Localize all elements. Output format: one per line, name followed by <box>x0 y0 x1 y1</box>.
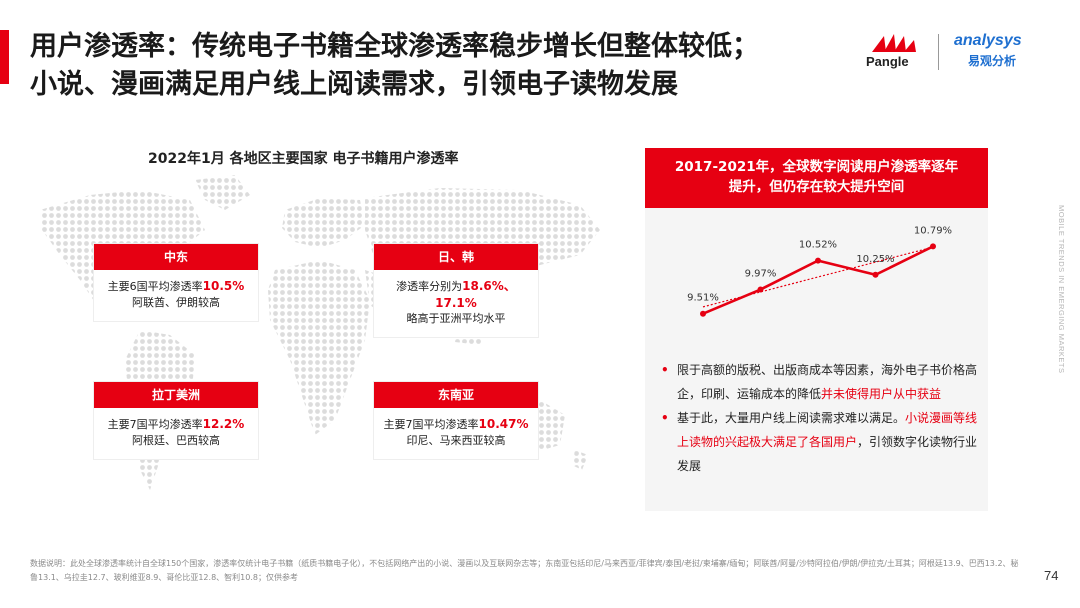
jk-line1-text: 渗透率分别为 <box>396 280 463 293</box>
region-card-southeast-asia: 东南亚 主要7国平均渗透率10.47% 印尼、马来西亚较高 <box>374 382 538 459</box>
region-card-middle-east: 中东 主要6国平均渗透率10.5% 阿联酋、伊朗较高 <box>94 244 258 321</box>
region-card-japan-korea: 日、韩 渗透率分别为18.6%、 17.1% 略高于亚洲平均水平 <box>374 244 538 337</box>
data-label: 9.51% <box>687 293 719 304</box>
side-vertical-text: MOBILE TRENDS IN EMERGING MARKETS <box>1057 205 1066 374</box>
la-rate-value: 12.2% <box>202 417 245 431</box>
right-panel-header: 2017-2021年，全球数字阅读用户渗透率逐年 提升，但仍存在较大提升空间 <box>645 148 988 208</box>
jk-rate-value-2: 17.1% <box>435 296 477 310</box>
bullet2-text: 基于此，大量用户线上阅读需求难以满足。 <box>677 411 906 425</box>
region-body-latin-america: 主要7国平均渗透率12.2% 阿根廷、巴西较高 <box>94 408 258 459</box>
region-body-japan-korea: 渗透率分别为18.6%、 17.1% 略高于亚洲平均水平 <box>374 270 538 337</box>
region-name-southeast-asia: 东南亚 <box>374 382 538 408</box>
data-label: 10.79% <box>914 225 952 236</box>
bullet-item-2: • 基于此，大量用户线上阅读需求难以满足。小说漫画等线上读物的兴起极大满足了各国… <box>661 406 981 478</box>
footnote: 数据说明：此处全球渗透率统计自全球150个国家，渗透率仅统计电子书籍（纸质书籍电… <box>30 559 1019 582</box>
me-line2-text: 阿联酋、伊朗较高 <box>132 296 220 309</box>
right-panel-header-line2: 提升，但仍存在较大提升空间 <box>728 179 905 195</box>
bullet-dot-icon: • <box>661 363 669 377</box>
data-label: 10.25% <box>856 254 894 265</box>
bullet-list: • 限于高额的版税、出版商成本等因素，海外电子书价格高企，印刷、运输成本的降低并… <box>661 358 981 478</box>
right-panel-header-line1: 2017-2021年，全球数字阅读用户渗透率逐年 <box>674 159 959 175</box>
sea-rate-value: 10.47% <box>478 417 529 431</box>
region-name-japan-korea: 日、韩 <box>374 244 538 270</box>
title-line-2: 小说、漫画满足用户线上阅读需求，引领电子读物发展 <box>30 69 678 100</box>
region-name-middle-east: 中东 <box>94 244 258 270</box>
sea-line2-text: 印尼、马来西亚较高 <box>406 434 506 447</box>
sea-line1-text: 主要7国平均渗透率 <box>383 418 479 431</box>
bullet2-tail: ，引领数字化读物行业发展 <box>677 435 978 473</box>
la-line1-text: 主要7国平均渗透率 <box>107 418 203 431</box>
map-title: 2022年1月 各地区主要国家 电子书籍用户渗透率 <box>148 151 459 167</box>
data-point <box>930 243 936 250</box>
data-point <box>757 286 764 293</box>
data-point <box>815 257 821 264</box>
me-line1-text: 主要6国平均渗透率 <box>107 280 203 293</box>
region-body-middle-east: 主要6国平均渗透率10.5% 阿联酋、伊朗较高 <box>94 270 258 321</box>
la-line2-text: 阿根廷、巴西较高 <box>132 434 220 447</box>
analysys-logo-text: analysys <box>954 32 1022 49</box>
world-map <box>40 175 600 490</box>
region-body-southeast-asia: 主要7国平均渗透率10.47% 印尼、马来西亚较高 <box>374 408 538 459</box>
title-line-1: 用户渗透率：传统电子书籍全球渗透率稳步增长但整体较低； <box>30 31 759 62</box>
data-point <box>872 271 879 278</box>
jk-rate-value-1: 18.6%、 <box>462 279 516 293</box>
me-rate-value: 10.5% <box>202 279 245 293</box>
bullet1-highlight: 并未使得用户从中获益 <box>821 387 942 401</box>
bullet-dot-icon: • <box>661 411 669 425</box>
bullet1-text: 限于高额的版税、出版商成本等因素，海外电子书价格高企，印刷、运输成本的降低 <box>677 363 978 401</box>
region-card-latin-america: 拉丁美洲 主要7国平均渗透率12.2% 阿根廷、巴西较高 <box>94 382 258 459</box>
page-number: 74 <box>1044 568 1059 583</box>
region-name-latin-america: 拉丁美洲 <box>94 382 258 408</box>
accent-bar <box>0 30 9 84</box>
logo-divider <box>938 34 939 70</box>
pangle-logo-text: Pangle <box>866 54 909 69</box>
jk-line3-text: 略高于亚洲平均水平 <box>406 312 506 325</box>
penetration-line-chart: 9.51% 9.97% 10.52% 10.25% 10.79% <box>687 225 952 317</box>
logo-area: Pangle analysys 易观分析 <box>862 32 1062 72</box>
bullet-item-1: • 限于高额的版税、出版商成本等因素，海外电子书价格高企，印刷、运输成本的降低并… <box>661 358 981 406</box>
data-label: 9.97% <box>745 269 777 280</box>
pangle-logo-icon <box>872 34 916 52</box>
analysys-logo-cn: 易观分析 <box>968 54 1017 68</box>
bullet2-highlight: 小说漫画等线上读物的兴起极大满足了各国用户 <box>677 411 978 449</box>
right-panel: 2017-2021年，全球数字阅读用户渗透率逐年 提升，但仍存在较大提升空间 9… <box>645 148 988 511</box>
data-point <box>700 310 706 317</box>
page-title: 用户渗透率：传统电子书籍全球渗透率稳步增长但整体较低； 小说、漫画满足用户线上阅… <box>30 28 890 104</box>
data-label: 10.52% <box>799 240 837 251</box>
